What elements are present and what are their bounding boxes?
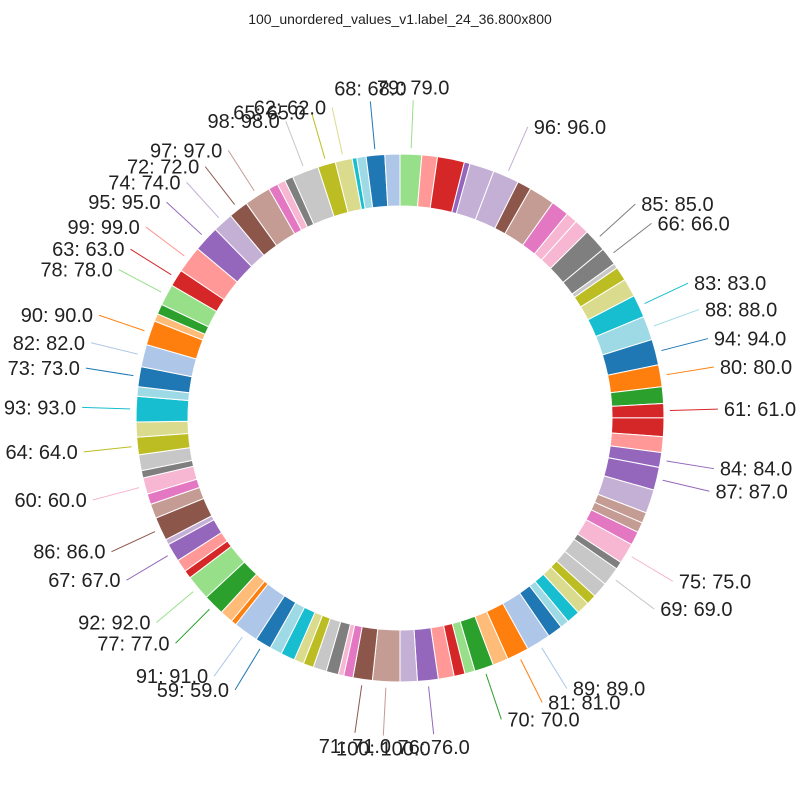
leader-line [85, 367, 134, 377]
slice-label: 64: 64.0 [6, 442, 78, 464]
slice-label: 82: 82.0 [13, 333, 85, 355]
leader-line [662, 479, 710, 492]
leader-line [599, 203, 636, 237]
leader-line [92, 487, 140, 501]
leader-line [485, 673, 502, 720]
leader-line [186, 181, 220, 219]
slice-label: 100: 100.0 [336, 739, 431, 761]
leader-line [213, 636, 243, 677]
slice-label: 94: 94.0 [714, 329, 786, 351]
slice-label: 77: 77.0 [97, 633, 169, 655]
slice-label: 75: 75.0 [679, 571, 751, 593]
slice-labels-group: 79: 79.0 96: 96.0 85: 85.066: 66.0 83: 83.0… [4, 77, 796, 760]
slice-label: 76: 76.0 [398, 737, 470, 759]
slice-label: 89: 89.0 [573, 679, 645, 701]
slice-label: 65: 65.0 [233, 103, 305, 125]
leader-line [145, 226, 185, 257]
leader-line [130, 248, 172, 276]
slice-label: 95: 95.0 [88, 192, 160, 214]
slice-label: 80: 80.0 [720, 357, 792, 379]
slices-group [135, 153, 665, 683]
leader-lines-group [82, 100, 718, 736]
slice-label: 84: 84.0 [720, 459, 792, 481]
leader-line [653, 309, 700, 327]
slice-label: 59: 59.0 [157, 680, 229, 702]
leader-line [83, 446, 132, 453]
leader-line [82, 406, 131, 410]
leader-line [156, 591, 194, 623]
chart-title: 100_unordered_values_v1.label_24_36.800x… [248, 11, 552, 27]
leader-line [331, 107, 343, 155]
slice-label: 90: 90.0 [21, 305, 93, 327]
leader-line [666, 460, 715, 470]
slice-label: 97: 97.0 [150, 140, 222, 162]
leader-line [118, 269, 162, 293]
slice-label: 96: 96.0 [534, 117, 606, 139]
slice-label: 71: 71.0 [319, 736, 391, 758]
slice-label: 78: 78.0 [40, 260, 112, 282]
slice-label: 68: 68.0 [334, 78, 406, 100]
leader-line [631, 556, 674, 582]
slice-label: 91: 91.0 [136, 666, 208, 688]
donut-slice [611, 402, 665, 419]
leader-line [204, 166, 236, 205]
slice-label: 61: 61.0 [724, 399, 796, 421]
slice-label: 79: 79.0 [377, 77, 449, 99]
leader-line [111, 531, 156, 553]
leader-line [615, 579, 655, 610]
slice-label: 93: 93.0 [4, 397, 76, 419]
leader-line [541, 647, 568, 689]
donut-slice [384, 153, 401, 207]
slice-label: 60: 60.0 [14, 490, 86, 512]
leader-line [382, 687, 387, 736]
leader-line [666, 366, 714, 376]
slice-label: 66: 66.0 [657, 213, 729, 235]
slice-label: 86: 86.0 [33, 542, 105, 564]
slice-label: 81: 81.0 [548, 692, 620, 714]
leader-line [410, 100, 414, 149]
leader-line [90, 342, 138, 355]
leader-line [311, 112, 326, 159]
leader-line [428, 686, 435, 735]
slice-label: 88: 88.0 [705, 300, 777, 322]
leader-line [369, 101, 376, 150]
leader-line [508, 126, 529, 171]
leader-line [354, 685, 363, 733]
slice-label: 62: 62.0 [254, 97, 326, 119]
leader-line [175, 608, 210, 644]
leader-line [520, 659, 543, 703]
leader-line [98, 314, 145, 332]
leader-line [669, 408, 718, 411]
leader-line [285, 121, 304, 167]
slice-label: 83: 83.0 [694, 273, 766, 295]
leader-line [166, 201, 203, 236]
slice-label: 73: 73.0 [8, 358, 80, 380]
slice-label: 74: 74.0 [108, 172, 180, 194]
slice-label: 69: 69.0 [660, 599, 732, 621]
slice-label: 67: 67.0 [48, 570, 120, 592]
slice-label: 63: 63.0 [52, 239, 124, 261]
donut-slice [399, 629, 418, 683]
slice-label: 98: 98.0 [207, 111, 279, 133]
leader-line [126, 555, 169, 581]
leader-line [644, 282, 689, 305]
leader-line [613, 222, 652, 254]
slice-label: 92: 92.0 [78, 613, 150, 635]
slice-label: 87: 87.0 [715, 481, 787, 503]
leader-line [227, 150, 255, 192]
slice-label: 85: 85.0 [641, 194, 713, 216]
slice-label: 99: 99.0 [67, 217, 139, 239]
leader-line [661, 338, 709, 352]
slice-label: 72: 72.0 [127, 157, 199, 179]
leader-line [234, 648, 261, 691]
slice-label: 70: 70.0 [507, 709, 579, 731]
